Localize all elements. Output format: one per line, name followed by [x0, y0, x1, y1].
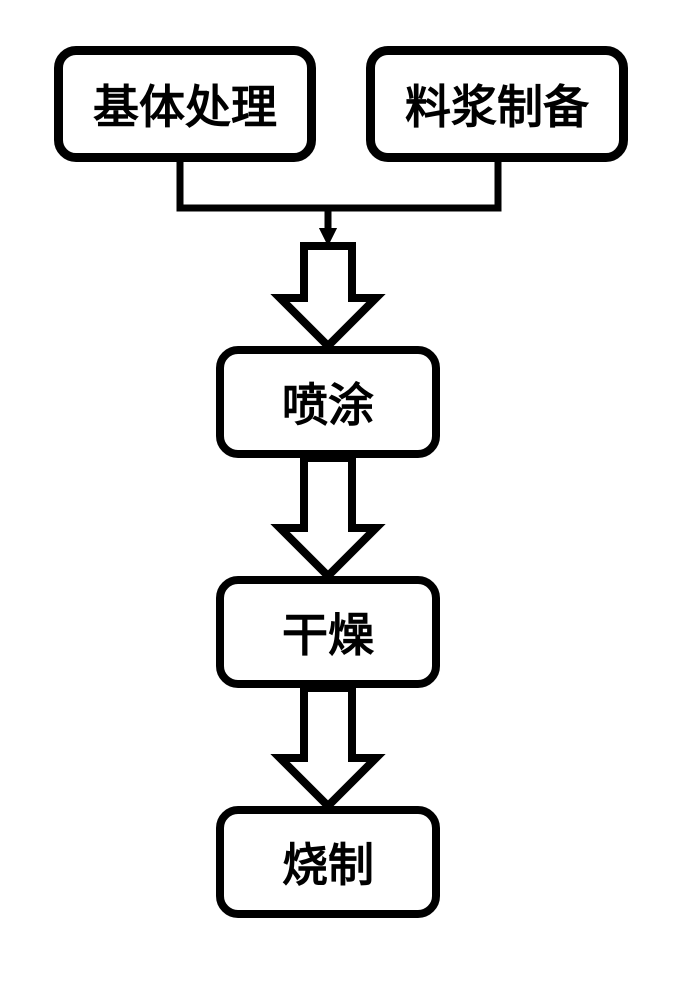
- block-arrow-n3-to-n4-icon: [280, 458, 376, 576]
- arrow-n1-to-merge-icon: [180, 162, 337, 246]
- block-arrow-n4-to-n5-icon: [280, 688, 376, 806]
- connectors-layer: [0, 0, 676, 1000]
- block-arrow-merge-to-n3-icon: [280, 246, 376, 346]
- arrow-n2-to-merge-icon: [319, 162, 498, 246]
